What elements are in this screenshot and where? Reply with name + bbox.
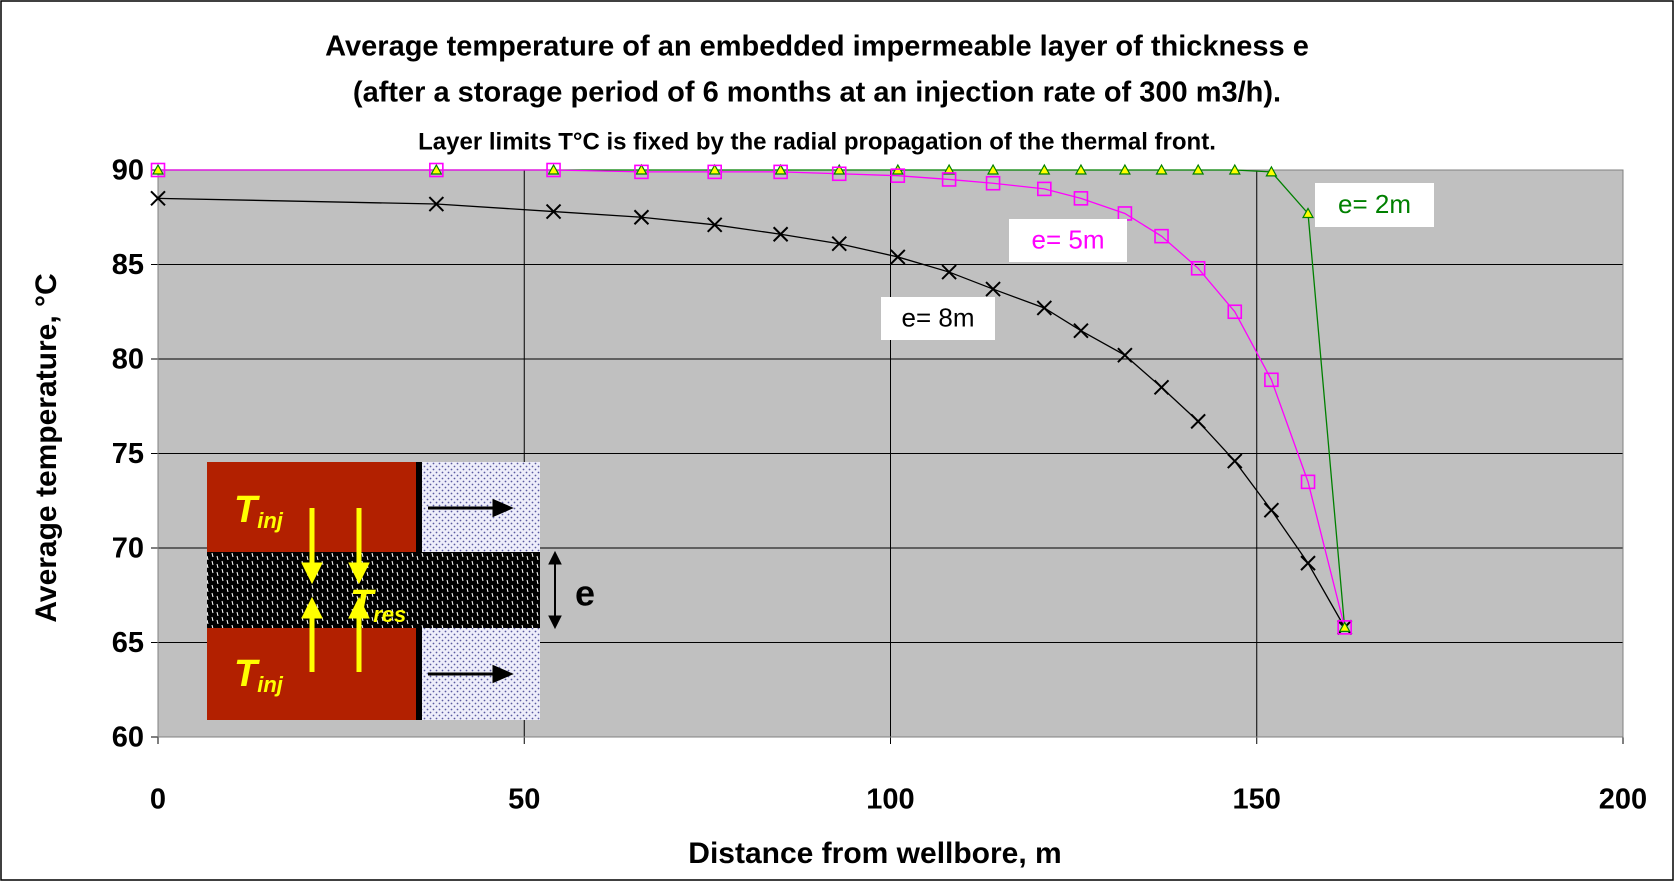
inset-label-sub: inj (257, 508, 284, 533)
chart-subtitle: (after a storage period of 6 months at a… (353, 77, 1281, 109)
marker (773, 164, 788, 180)
x-tick-label: 150 (1233, 784, 1281, 816)
marker (1118, 163, 1131, 175)
marker (428, 196, 445, 212)
marker (941, 172, 957, 187)
front (416, 462, 422, 552)
marker (1036, 300, 1053, 316)
marker (1300, 555, 1316, 571)
inset-label-main: T (234, 489, 260, 531)
marker (706, 217, 723, 233)
marker (150, 190, 166, 207)
marker (1227, 453, 1243, 469)
marker (1228, 163, 1241, 175)
series-labels: e= 8m e= 2m e= 5m (881, 183, 1434, 340)
marker (774, 163, 787, 175)
y-tick-label: 65 (112, 627, 144, 659)
x-tick-label: 0 (150, 784, 166, 816)
marker (1155, 163, 1168, 175)
inset-label-sub: res (373, 602, 406, 627)
marker (1154, 228, 1169, 244)
marker (1264, 372, 1279, 388)
marker (1074, 163, 1087, 175)
impermeable-layer (207, 552, 540, 628)
marker (430, 163, 443, 175)
series-label-box (1315, 183, 1434, 227)
chart-note: Layer limits T°C is fixed by the radial … (418, 128, 1216, 155)
marker (1038, 163, 1051, 175)
marker (1153, 379, 1170, 396)
marker (772, 226, 789, 242)
marker (1263, 502, 1280, 518)
marker (833, 163, 846, 175)
y-tick-label: 75 (112, 438, 144, 470)
y-tick-label: 80 (112, 344, 144, 376)
marker (633, 209, 650, 225)
y-axis-label: Average temperature, °C (30, 273, 63, 622)
x-tick-label: 50 (508, 784, 540, 816)
marker (1073, 191, 1089, 206)
marker (985, 281, 1001, 297)
inset-label-main: T (234, 653, 260, 695)
series-label-box (881, 297, 995, 340)
marker (831, 236, 847, 252)
marker (429, 162, 444, 178)
y-tick-label: 85 (112, 249, 144, 281)
marker (943, 163, 956, 175)
marker (831, 166, 847, 182)
marker (985, 175, 1001, 191)
marker (941, 264, 957, 280)
series-label: e= 5m (1032, 224, 1105, 254)
front (416, 628, 422, 720)
marker (150, 162, 166, 178)
marker (1337, 620, 1352, 635)
y-tick-label: 90 (112, 155, 144, 187)
marker (1302, 207, 1315, 219)
inset-label: Tres (350, 583, 406, 627)
marker (1300, 474, 1316, 490)
marker (151, 163, 165, 175)
marker (1192, 163, 1205, 175)
marker (1117, 347, 1133, 363)
inset-label: Tinj (234, 653, 284, 697)
inset-diagram: Tinj Tres Tinj e (207, 462, 595, 720)
marker (707, 164, 723, 180)
x-tick-label: 100 (866, 784, 914, 816)
marker (890, 249, 906, 265)
front-arrows (428, 498, 562, 684)
inset-label-sub: inj (257, 672, 284, 697)
marker (890, 168, 906, 183)
thickness-label: e (575, 573, 595, 614)
marker (987, 163, 1000, 175)
marker (1190, 413, 1206, 430)
marker (1227, 304, 1243, 320)
marker (547, 163, 560, 175)
marker (1073, 322, 1089, 339)
chart-title: Average temperature of an embedded imper… (325, 31, 1309, 63)
heat-arrows (301, 508, 370, 672)
series-label: e= 8m (902, 302, 975, 332)
marker (545, 203, 562, 220)
marker (1338, 621, 1351, 632)
marker (1037, 181, 1052, 197)
marker (708, 163, 721, 175)
series-label-box (1009, 219, 1127, 262)
marker (1190, 260, 1206, 276)
series-label: e= 2m (1338, 189, 1411, 219)
marker (635, 163, 648, 175)
marker (1265, 165, 1278, 177)
y-tick-label: 60 (112, 722, 144, 754)
marker (546, 162, 561, 178)
marker (634, 164, 649, 180)
inset-label-main: T (350, 583, 376, 625)
x-axis-label: Distance from wellbore, m (688, 837, 1061, 870)
inset-label: Tinj (234, 489, 284, 533)
x-tick-label: 200 (1599, 784, 1647, 816)
y-tick-label: 70 (112, 533, 144, 565)
